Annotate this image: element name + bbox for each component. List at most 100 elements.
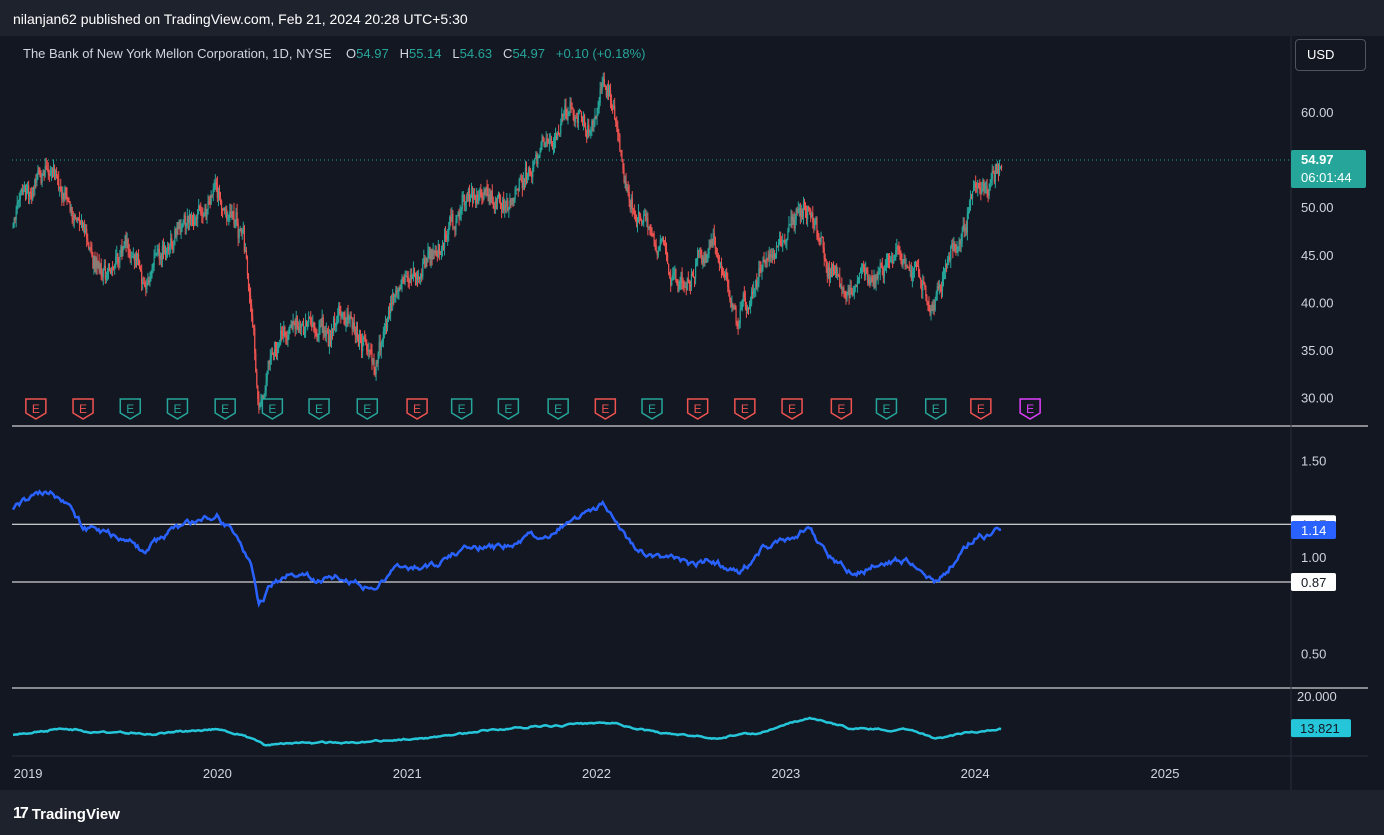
candle-body <box>273 349 276 355</box>
candle-body <box>375 362 377 375</box>
candle-body <box>126 239 128 244</box>
candle-body <box>459 213 461 219</box>
candle-body <box>213 187 215 190</box>
candle-body <box>345 323 347 325</box>
candle-body <box>264 390 266 395</box>
candle-body <box>286 336 288 341</box>
candle-body <box>343 313 345 317</box>
high-label: H <box>399 46 409 61</box>
candle-body <box>688 282 690 284</box>
candle-body <box>975 183 977 188</box>
earnings-marker <box>72 398 94 420</box>
candle-body <box>188 214 190 223</box>
candle-body <box>452 213 454 228</box>
candle-body <box>504 205 506 211</box>
candle-body <box>193 219 196 225</box>
candle-body <box>641 220 643 223</box>
candle-body <box>627 186 629 193</box>
candle-body <box>419 277 421 279</box>
candle-body <box>196 218 198 220</box>
candle-body <box>976 187 978 189</box>
candle-body <box>239 228 241 230</box>
candle-body <box>691 274 694 277</box>
candle-body <box>949 256 951 261</box>
candle-body <box>41 175 43 183</box>
candle-body <box>526 175 529 180</box>
candle-body <box>903 259 905 263</box>
candle-body <box>889 260 892 262</box>
candle-body <box>160 255 162 260</box>
tradingview-logo[interactable]: 17 TradingView <box>13 805 120 823</box>
candle-body <box>931 308 933 311</box>
candle-body <box>207 201 209 211</box>
candle-body <box>392 293 394 305</box>
candle-body <box>292 320 294 329</box>
candle-body <box>686 278 688 291</box>
candle-body <box>964 227 966 231</box>
candle-body <box>864 267 866 276</box>
candle-body <box>362 339 364 352</box>
candle-body <box>47 169 49 175</box>
candle-body <box>790 216 792 225</box>
ratio-last-value: 1.14 <box>1301 523 1326 538</box>
candle-body <box>769 254 771 257</box>
candle-body <box>560 123 562 134</box>
candle-body <box>767 258 769 260</box>
candle-body <box>86 228 88 240</box>
candle-body <box>646 218 648 221</box>
candle-body <box>372 359 374 363</box>
candle-body <box>962 224 964 232</box>
candle-body <box>693 277 696 279</box>
candle-body <box>494 200 496 210</box>
candle-body <box>475 195 477 204</box>
candle-body <box>671 280 673 286</box>
candle-body <box>38 170 40 172</box>
candle-body <box>595 115 597 119</box>
earnings-marker <box>450 398 473 420</box>
candle-body <box>995 164 998 173</box>
candle-body <box>185 224 187 227</box>
candle-body <box>921 280 923 291</box>
candle-body <box>108 266 111 271</box>
candle-body <box>401 278 403 285</box>
candle-body <box>930 308 932 314</box>
chart-canvas[interactable]: 30.0035.0040.0045.0050.0055.0060.0065.00… <box>0 0 1384 790</box>
candle-body <box>363 337 365 340</box>
candle-body <box>735 307 737 322</box>
candle-body <box>614 105 616 119</box>
candle-body <box>827 266 829 277</box>
candle-body <box>32 187 34 200</box>
candle-body <box>420 273 422 279</box>
candle-body <box>966 213 968 233</box>
candle-body <box>489 194 491 204</box>
candle-body <box>416 273 419 280</box>
earnings-marker-label: E <box>741 402 749 416</box>
candle-body <box>461 194 463 210</box>
candle-body <box>587 124 589 138</box>
candle-body <box>957 247 959 249</box>
candle-body <box>470 191 473 198</box>
candle-body <box>269 357 271 365</box>
candle-body <box>476 194 478 204</box>
candle-body <box>545 139 547 147</box>
candle-body <box>279 343 281 346</box>
open-value: 54.97 <box>356 46 389 61</box>
candle-body <box>465 196 467 203</box>
candle-body <box>147 280 149 284</box>
candle-body <box>314 330 316 333</box>
candle-body <box>455 221 457 231</box>
candle-body <box>996 167 999 173</box>
candle-body <box>787 230 789 240</box>
candle-body <box>644 214 646 216</box>
low-value: 54.63 <box>459 46 493 61</box>
candle-body <box>429 246 431 260</box>
candle-body <box>184 215 186 227</box>
candle-body <box>789 224 791 226</box>
candle-body <box>542 136 544 142</box>
candle-body <box>623 168 625 182</box>
candle-body <box>670 274 672 286</box>
candle-body <box>1000 166 1003 168</box>
currency-button[interactable]: USD <box>1295 39 1366 71</box>
candle-body <box>801 209 804 218</box>
candle-body <box>209 201 211 205</box>
